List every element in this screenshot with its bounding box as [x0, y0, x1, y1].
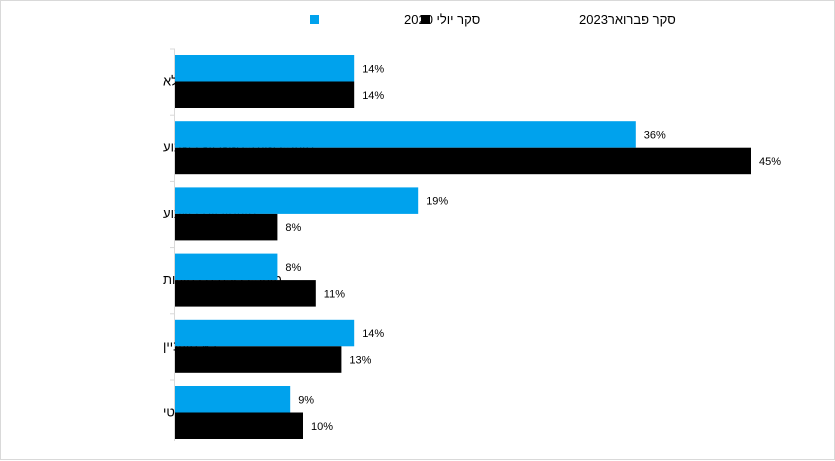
bar-series-2023	[175, 81, 355, 108]
bar-series-2020	[175, 55, 355, 82]
legend-swatch	[310, 15, 319, 24]
data-label: 36%	[644, 129, 666, 141]
data-label: 8%	[285, 262, 301, 274]
data-label: 10%	[311, 421, 333, 433]
data-label: 9%	[298, 394, 314, 406]
bar-series-2023	[175, 147, 751, 175]
bar-series-2023	[175, 346, 342, 373]
data-label: 14%	[362, 328, 384, 340]
data-label: 11%	[324, 288, 345, 300]
bar-series-2023	[175, 213, 278, 241]
bar-series-2020	[175, 121, 636, 148]
bar-series-2023	[175, 412, 303, 439]
bar-series-2020	[175, 253, 278, 281]
data-label: 14%	[362, 63, 384, 75]
bar-series-2023	[175, 280, 316, 307]
legend-label: סקר יולי 2020	[404, 12, 480, 27]
bar-series-2020	[175, 319, 355, 347]
data-label: 8%	[285, 222, 301, 234]
legend-label: סקר פברואר2023	[579, 12, 676, 27]
bar-series-2020	[175, 187, 419, 214]
data-label: 14%	[362, 90, 384, 102]
data-label: 19%	[426, 196, 448, 208]
data-label: 45%	[759, 156, 781, 168]
data-label: 13%	[349, 355, 371, 367]
bar-series-2020	[175, 386, 291, 413]
legend-swatch	[421, 15, 430, 24]
